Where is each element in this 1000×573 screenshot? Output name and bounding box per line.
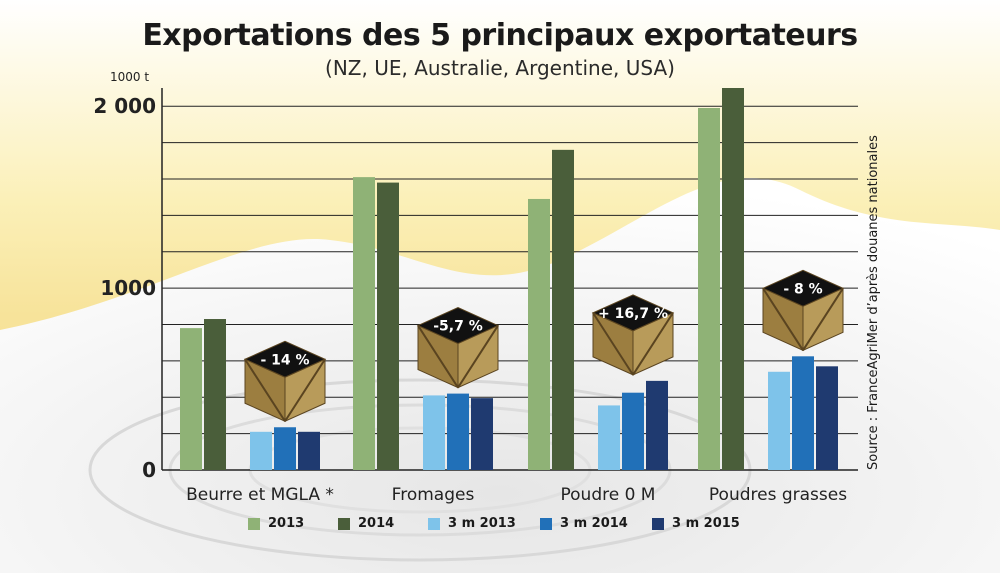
crate-plank (762, 287, 804, 351)
legend-swatch (428, 517, 440, 530)
bar (768, 371, 790, 470)
annotation-label: -5,7 % (433, 319, 483, 335)
bar (816, 366, 838, 470)
bar (471, 398, 493, 470)
crate-plank (284, 358, 326, 422)
bar (552, 149, 574, 470)
legend-swatch (338, 517, 350, 530)
crate-plank (592, 312, 634, 376)
y-axis-unit: 1000 t (110, 70, 150, 84)
bar (377, 182, 399, 471)
x-tick-label: Poudre 0 M (561, 485, 656, 505)
bar (274, 427, 296, 470)
bar (646, 380, 668, 470)
crate-plank (244, 358, 286, 422)
bar (423, 395, 445, 470)
bar (722, 88, 744, 470)
legend-label: 3 m 2013 (448, 516, 516, 531)
bar (698, 108, 720, 470)
crate-plank (802, 287, 844, 351)
legend-item: 2014 (338, 516, 394, 531)
crate-icon: - 14 % (243, 340, 327, 423)
crate-icon: -5,7 % (416, 307, 500, 389)
bar (353, 177, 375, 470)
crate-icon: + 16,7 % (591, 294, 675, 376)
legend-label: 3 m 2015 (672, 516, 740, 531)
bar (622, 392, 644, 470)
chart-subtitle: (NZ, UE, Australie, Argentine, USA) (325, 56, 675, 80)
bar (598, 405, 620, 470)
crate-icon: - 8 % (761, 269, 845, 352)
bar (447, 393, 469, 470)
y-tick-label: 1000 (100, 276, 156, 300)
legend-swatch (248, 517, 260, 530)
legend-item: 3 m 2014 (540, 516, 628, 531)
legend-swatch (540, 517, 552, 530)
legend-swatch (652, 517, 664, 530)
chart-title: Exportations des 5 principaux exportateu… (142, 18, 858, 53)
legend-label: 2014 (358, 516, 395, 531)
bar (204, 319, 226, 470)
y-tick-label: 2 000 (93, 94, 156, 118)
crate-plank (417, 325, 459, 389)
x-tick-label: Beurre et MGLA * (186, 485, 334, 505)
bar (180, 328, 202, 470)
legend-item: 2013 (248, 516, 304, 531)
x-tick-label: Fromages (392, 485, 475, 505)
legend-item: 3 m 2013 (428, 516, 516, 531)
crate-plank (632, 312, 674, 376)
annotation-label: - 8 % (783, 281, 822, 297)
legend-label: 3 m 2014 (560, 516, 628, 531)
bar (792, 356, 814, 470)
bar (298, 431, 320, 470)
legend-item: 3 m 2015 (652, 516, 740, 531)
y-tick-label: 0 (142, 458, 156, 482)
bar (528, 198, 550, 470)
crate-plank (457, 325, 499, 389)
annotation-label: + 16,7 % (598, 306, 668, 322)
bar (250, 431, 272, 470)
x-tick-label: Poudres grasses (709, 485, 847, 505)
legend-label: 2013 (268, 516, 305, 531)
annotation-label: - 14 % (260, 352, 309, 368)
